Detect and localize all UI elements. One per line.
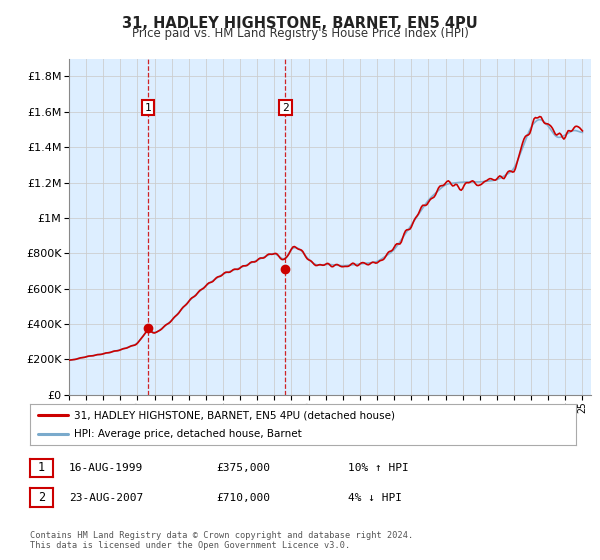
Text: 31, HADLEY HIGHSTONE, BARNET, EN5 4PU: 31, HADLEY HIGHSTONE, BARNET, EN5 4PU — [122, 16, 478, 31]
Text: 10% ↑ HPI: 10% ↑ HPI — [348, 463, 409, 473]
Text: 1: 1 — [38, 461, 45, 474]
Text: 16-AUG-1999: 16-AUG-1999 — [69, 463, 143, 473]
Text: 23-AUG-2007: 23-AUG-2007 — [69, 493, 143, 502]
Text: HPI: Average price, detached house, Barnet: HPI: Average price, detached house, Barn… — [74, 429, 301, 439]
Text: 4% ↓ HPI: 4% ↓ HPI — [348, 493, 402, 502]
Text: 2: 2 — [38, 491, 45, 504]
Text: £710,000: £710,000 — [216, 493, 270, 502]
Text: Contains HM Land Registry data © Crown copyright and database right 2024.
This d: Contains HM Land Registry data © Crown c… — [30, 531, 413, 550]
Text: 1: 1 — [145, 102, 152, 113]
Text: Price paid vs. HM Land Registry's House Price Index (HPI): Price paid vs. HM Land Registry's House … — [131, 27, 469, 40]
Text: £375,000: £375,000 — [216, 463, 270, 473]
Text: 2: 2 — [282, 102, 289, 113]
Text: 31, HADLEY HIGHSTONE, BARNET, EN5 4PU (detached house): 31, HADLEY HIGHSTONE, BARNET, EN5 4PU (d… — [74, 410, 395, 421]
